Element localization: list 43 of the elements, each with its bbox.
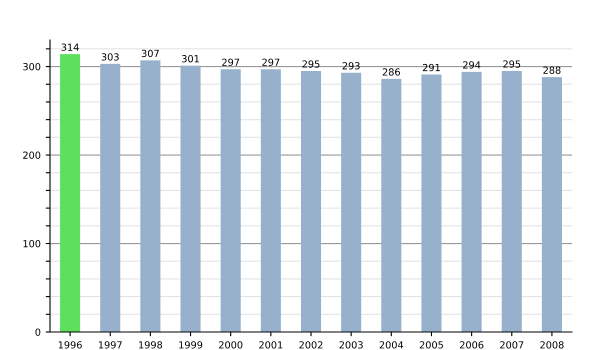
data-label: 295 <box>503 60 520 68</box>
bar <box>381 78 402 332</box>
data-label: 293 <box>342 62 360 70</box>
data-label: 286 <box>382 68 400 76</box>
data-label: 301 <box>182 55 199 62</box>
bar <box>60 54 80 332</box>
x-tick-label: 2004 <box>380 341 404 349</box>
x-tick-label: 2003 <box>339 341 363 349</box>
y-tick-label: 0 <box>35 328 40 336</box>
bar <box>220 69 241 332</box>
data-label: 294 <box>463 61 480 69</box>
x-tick-label: 2008 <box>540 341 564 349</box>
bar <box>341 72 362 332</box>
bar <box>300 70 322 332</box>
y-tick-label: 100 <box>23 240 40 248</box>
y-tick-label: 300 <box>23 63 40 70</box>
x-tick-label: 1996 <box>58 341 82 349</box>
data-label: 297 <box>222 58 240 66</box>
data-label: 314 <box>62 44 79 51</box>
x-tick-label: 1998 <box>139 341 162 349</box>
bar <box>462 72 482 332</box>
data-label: 295 <box>302 60 320 68</box>
x-tick-label: 2000 <box>219 341 242 349</box>
x-tick-label: 2005 <box>420 341 443 349</box>
x-tick-label: 2001 <box>259 341 282 349</box>
bar <box>180 66 201 332</box>
bar <box>100 64 120 332</box>
bar <box>140 60 160 332</box>
bar <box>421 74 442 332</box>
x-tick-label: 1997 <box>98 341 122 349</box>
x-tick-label: 2002 <box>299 341 322 349</box>
x-tick-label: 2006 <box>460 341 484 349</box>
bar <box>260 69 281 332</box>
data-label: 303 <box>102 53 119 61</box>
bar <box>502 70 522 332</box>
data-label: 288 <box>543 66 561 74</box>
data-label: 291 <box>422 64 440 72</box>
y-tick-label: 200 <box>23 152 40 159</box>
x-tick-label: 1999 <box>179 341 202 349</box>
x-tick-label: 2007 <box>500 341 524 349</box>
data-label: 307 <box>142 50 159 58</box>
data-label: 297 <box>262 58 280 66</box>
bar <box>542 77 562 332</box>
